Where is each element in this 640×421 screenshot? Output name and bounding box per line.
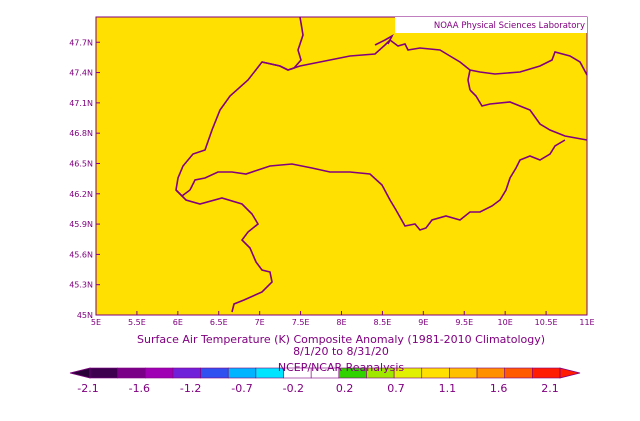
country-borders bbox=[175, 16, 588, 313]
colorbar-swatch bbox=[144, 367, 174, 379]
colorbar-label: 0.2 bbox=[336, 382, 354, 395]
y-tick-label: 45.6N bbox=[69, 250, 93, 259]
x-tick-label: 7E bbox=[255, 318, 265, 327]
credit-box bbox=[395, 17, 587, 33]
x-tick-label: 10E bbox=[498, 318, 513, 327]
colorbar-swatch bbox=[172, 367, 201, 379]
colorbar-swatch bbox=[476, 367, 506, 379]
y-tick-label: 47.4N bbox=[69, 69, 93, 78]
colorbar-swatch bbox=[117, 367, 146, 379]
x-axis-ticks: 5E 5.5E 6E 6.5E 7E 7.5E 8E 8.5E 9E 9.5E 10E 10.5E 11… bbox=[91, 311, 595, 327]
colorbar-swatch bbox=[200, 367, 229, 379]
colorbar-arrow-high bbox=[559, 367, 581, 379]
colorbar-swatch bbox=[504, 367, 533, 379]
anomaly-field bbox=[96, 17, 587, 315]
x-tick-label: 5E bbox=[91, 318, 101, 327]
colorbar-swatch bbox=[227, 367, 257, 379]
colorbar-label: 1.1 bbox=[439, 382, 457, 395]
y-tick-label: 46.5N bbox=[69, 159, 93, 168]
y-tick-label: 45N bbox=[77, 311, 93, 320]
colorbar-label: 2.1 bbox=[541, 382, 559, 395]
colorbar-label: -0.7 bbox=[231, 382, 252, 395]
colorbar-labels: -2.1 -1.6 -1.2 -0.7 -0.2 0.2 0.7 1.1 1.6 2.1 bbox=[77, 382, 558, 395]
x-tick-label: 9E bbox=[418, 318, 428, 327]
border-liechtenstein bbox=[467, 69, 471, 91]
x-tick-label: 8E bbox=[336, 318, 346, 327]
colorbar-label: -0.2 bbox=[283, 382, 304, 395]
border-swiss-italy bbox=[189, 139, 566, 231]
border-france-italy bbox=[175, 189, 273, 313]
y-tick-label: 47.1N bbox=[69, 99, 93, 108]
map-title: Surface Air Temperature (K) Composite An… bbox=[137, 333, 545, 346]
colorbar-arrow-low bbox=[69, 367, 91, 379]
y-tick-label: 45.3N bbox=[69, 281, 93, 290]
source-label: NCEP/NCAR Reanalysis bbox=[278, 361, 404, 374]
colorbar-swatch bbox=[449, 367, 478, 379]
y-axis-ticks: 45N 45.3N 45.6N 45.9N 46.2N 46.5N 46.8N 47.1N 47… bbox=[69, 38, 100, 320]
colorbar bbox=[69, 367, 581, 379]
x-tick-label: 9.5E bbox=[455, 318, 473, 327]
x-tick-label: 8.5E bbox=[374, 318, 392, 327]
colorbar-label: -1.6 bbox=[129, 382, 150, 395]
colorbar-label: 0.7 bbox=[387, 382, 405, 395]
colorbar-label: -1.2 bbox=[180, 382, 201, 395]
x-tick-label: 6E bbox=[173, 318, 183, 327]
y-tick-label: 47.7N bbox=[69, 38, 93, 47]
border-austria bbox=[469, 89, 588, 141]
border-swiss-north bbox=[261, 38, 588, 76]
credit-text: NOAA Physical Sciences Laboratory bbox=[434, 21, 585, 31]
border-lake-constance bbox=[374, 33, 394, 46]
colorbar-label: 1.6 bbox=[490, 382, 508, 395]
x-tick-label: 11E bbox=[579, 318, 594, 327]
border-germany-france bbox=[175, 16, 304, 198]
x-tick-label: 6.5E bbox=[210, 318, 228, 327]
x-tick-label: 10.5E bbox=[535, 318, 558, 327]
x-tick-label: 5.5E bbox=[128, 318, 146, 327]
y-tick-label: 46.2N bbox=[69, 190, 93, 199]
y-tick-label: 46.8N bbox=[69, 129, 93, 138]
colorbar-swatch bbox=[421, 367, 450, 379]
colorbar-swatch bbox=[532, 367, 561, 379]
colorbar-swatch bbox=[89, 367, 118, 379]
colorbar-label: -2.1 bbox=[77, 382, 98, 395]
date-range: 8/1/20 to 8/31/20 bbox=[293, 345, 389, 358]
x-tick-label: 7.5E bbox=[292, 318, 310, 327]
y-tick-label: 45.9N bbox=[69, 220, 93, 229]
